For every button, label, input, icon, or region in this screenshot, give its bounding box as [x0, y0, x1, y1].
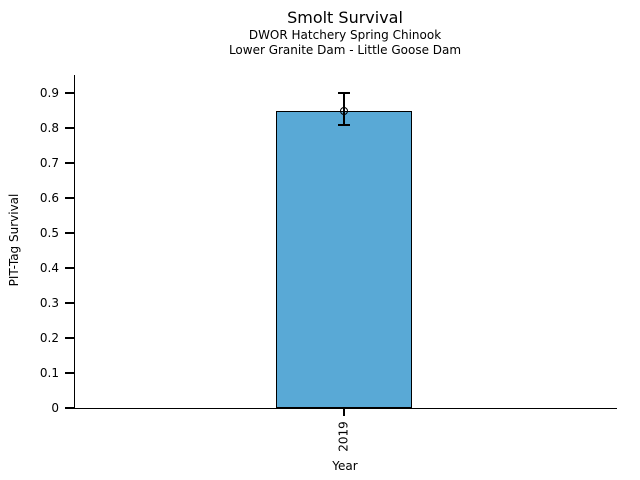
y-tick-label: 0 [51, 401, 59, 415]
y-tick-label: 0.5 [39, 226, 59, 240]
x-tick-mark [343, 409, 345, 416]
y-tick-mark [65, 407, 74, 409]
y-tick-mark [65, 232, 74, 234]
y-tick-label: 0.6 [39, 191, 59, 205]
chart-title: Smolt Survival [287, 8, 403, 27]
error-bar-cap-bottom [338, 123, 350, 126]
y-tick-mark [65, 162, 74, 164]
x-axis-title: Year [332, 459, 358, 473]
y-tick-mark [65, 372, 74, 374]
chart-subtitle-line1: DWOR Hatchery Spring Chinook [248, 28, 442, 42]
y-tick-mark [65, 92, 74, 94]
y-tick-mark [65, 197, 74, 199]
y-tick-mark [65, 267, 74, 269]
y-tick-label: 0.2 [39, 331, 59, 345]
chart-header: Smolt Survival DWOR Hatchery Spring Chin… [74, 8, 616, 58]
y-tick-label: 0.7 [39, 156, 59, 170]
y-tick-mark [65, 302, 74, 304]
y-tick-label: 0.3 [39, 296, 59, 310]
y-tick-mark [65, 127, 74, 129]
chart-subtitle-line2: Lower Granite Dam - Little Goose Dam [228, 43, 462, 57]
error-bar-cap-top [338, 92, 350, 94]
y-tick-mark [65, 337, 74, 339]
plot-area [74, 75, 617, 409]
y-tick-label: 0.8 [39, 121, 59, 135]
y-tick-label: 0.1 [39, 366, 59, 380]
y-tick-label: 0.4 [39, 261, 59, 275]
y-tick-label: 0.9 [39, 86, 59, 100]
bar-2019 [276, 110, 412, 408]
data-point-marker [340, 106, 348, 115]
